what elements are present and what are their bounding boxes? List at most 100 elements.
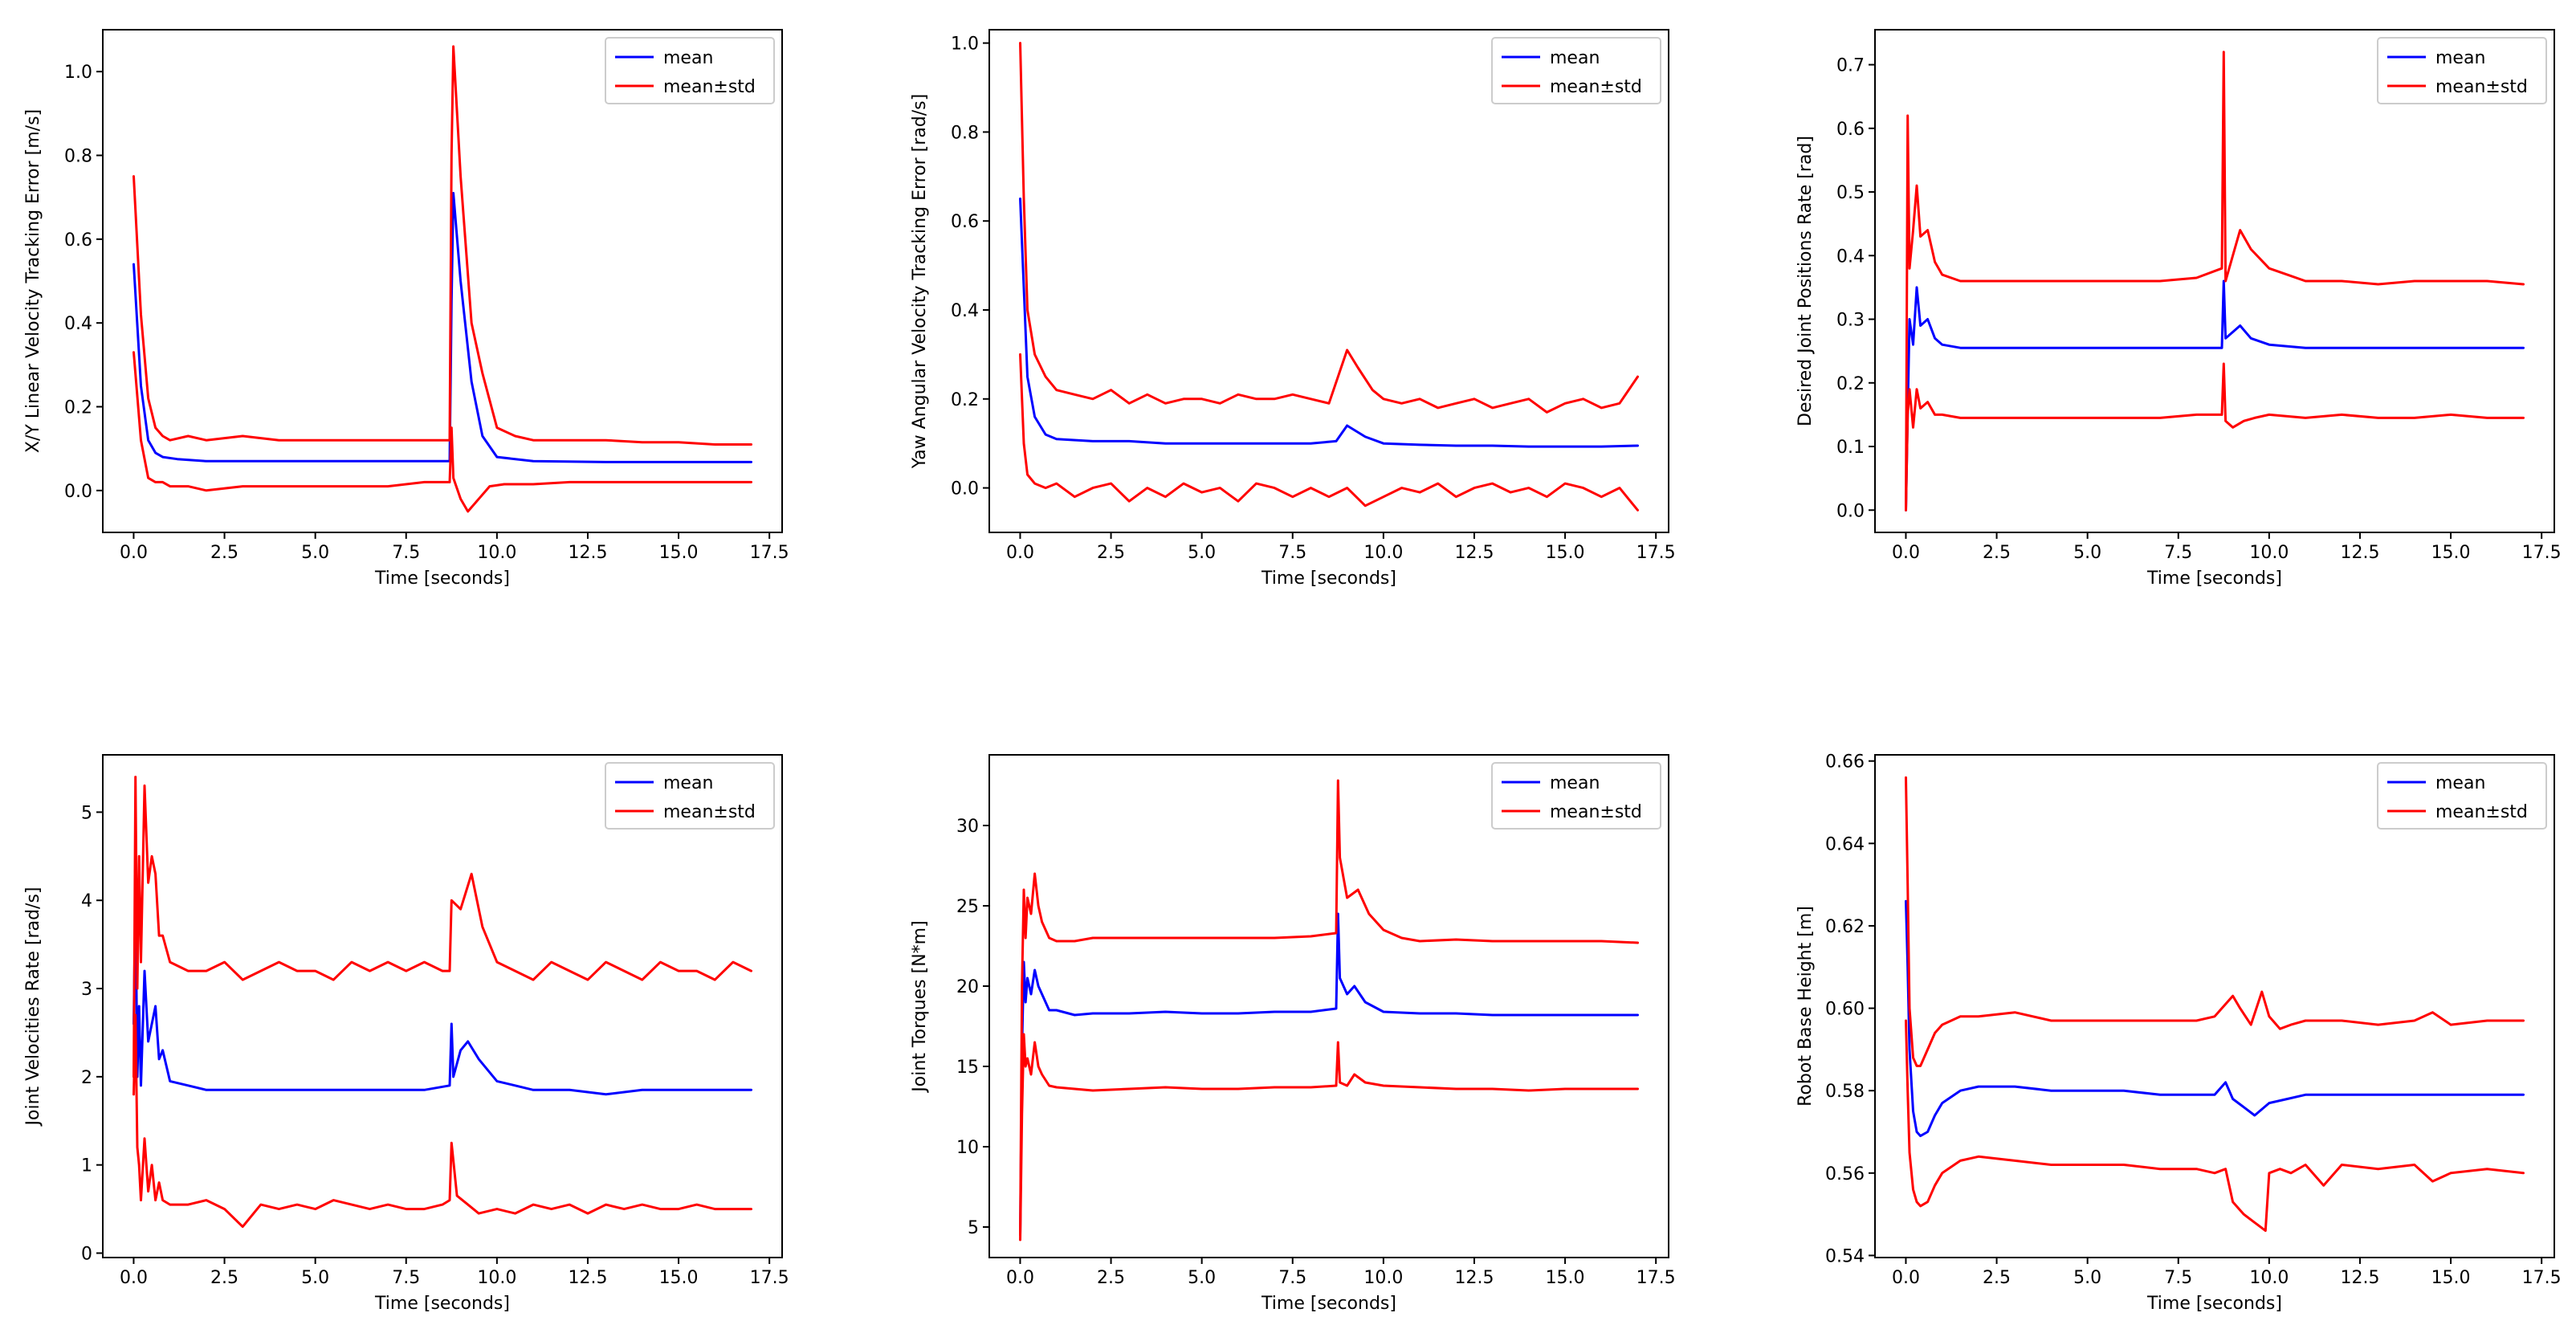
y-tick-label: 0.2 xyxy=(1836,374,1865,394)
x-tick-label: 12.5 xyxy=(2340,1268,2379,1288)
y-tick-label: 15 xyxy=(956,1058,979,1078)
y-tick-label: 0.6 xyxy=(1836,120,1865,140)
legend: mean mean±std xyxy=(2377,762,2547,830)
series-line-mean-std xyxy=(1019,779,1639,1237)
series-line-mean-std xyxy=(1019,1033,1639,1241)
y-tick-label: 0.56 xyxy=(1825,1164,1865,1184)
chart-panel-3: 0.0 2.5 5.0 7.5 10.0 12.5 15.0 17.5 0 1 2 3 4 5 Time [… xyxy=(23,754,789,1314)
x-tick-label: 10.0 xyxy=(477,543,516,563)
y-tick-label: 25 xyxy=(956,897,979,917)
series-line-mean-std xyxy=(1905,1019,2525,1233)
chart-panel-0: 0.0 2.5 5.0 7.5 10.0 12.5 15.0 17.5 0.0 0.2 0.4 0.6… xyxy=(23,29,789,589)
legend-label: mean xyxy=(663,48,713,68)
y-tick-label: 0.6 xyxy=(951,212,979,232)
chart-panel-4: 0.0 2.5 5.0 7.5 10.0 12.5 15.0 17.5 5 10 15 20 25 30 T… xyxy=(910,754,1676,1314)
legend: mean mean±std xyxy=(605,762,775,830)
axes-frame xyxy=(102,29,783,533)
x-tick-label: 0.0 xyxy=(120,1268,148,1288)
y-tick-label: 0.62 xyxy=(1825,917,1865,937)
x-tick-label: 17.5 xyxy=(750,1268,789,1288)
x-axis-label: Time [seconds] xyxy=(2146,569,2282,589)
legend: mean mean±std xyxy=(1491,762,1661,830)
y-tick-label: 2 xyxy=(81,1068,92,1088)
series-group xyxy=(1019,42,1639,512)
series-line-mean-std xyxy=(1905,51,2525,512)
series-line-mean xyxy=(132,890,752,1096)
legend-label: mean xyxy=(2435,48,2485,68)
series-group xyxy=(1019,779,1639,1241)
y-tick-label: 0.0 xyxy=(64,482,92,502)
y-tick-label: 1.0 xyxy=(951,35,979,55)
y-axis-label: Yaw Angular Velocity Tracking Error [rad… xyxy=(910,94,930,469)
legend-label: mean±std xyxy=(663,802,756,822)
y-tick-label: 0.8 xyxy=(951,123,979,143)
y-tick-label: 0.54 xyxy=(1825,1246,1865,1266)
x-axis-label: Time [seconds] xyxy=(2146,1294,2282,1314)
y-tick-label: 0.60 xyxy=(1825,1000,1865,1020)
legend-label: mean±std xyxy=(1550,802,1642,822)
y-tick-label: 0.4 xyxy=(64,314,92,334)
legend-label: mean±std xyxy=(2435,802,2528,822)
y-tick-label: 0.2 xyxy=(64,398,92,418)
legend-label: mean xyxy=(2435,773,2485,793)
legend-label: mean±std xyxy=(1550,77,1642,97)
x-tick-label: 17.5 xyxy=(2522,543,2562,563)
y-axis-label: Robot Base Height [m] xyxy=(1795,906,1816,1107)
y-tick-label: 5 xyxy=(81,803,92,823)
x-tick-label: 7.5 xyxy=(1278,1268,1306,1288)
x-axis-label: Time [seconds] xyxy=(374,569,510,589)
x-tick-label: 12.5 xyxy=(1454,1268,1494,1288)
x-tick-label: 5.0 xyxy=(1188,1268,1216,1288)
y-tick-label: 3 xyxy=(81,980,92,1000)
y-tick-label: 4 xyxy=(81,891,92,911)
y-tick-label: 1.0 xyxy=(64,63,92,83)
chart-panel-2: 0.0 2.5 5.0 7.5 10.0 12.5 15.0 17.5 0.0 0.1 0.2 0.3… xyxy=(1795,29,2562,589)
y-tick-label: 0 xyxy=(81,1245,92,1265)
x-tick-label: 17.5 xyxy=(2522,1268,2562,1288)
x-tick-label: 15.0 xyxy=(1546,543,1585,563)
series-line-mean xyxy=(1905,279,2525,512)
x-tick-label: 5.0 xyxy=(1188,543,1216,563)
y-tick-label: 0.1 xyxy=(1836,438,1865,458)
y-tick-label: 0.0 xyxy=(951,479,979,499)
x-tick-label: 10.0 xyxy=(477,1268,516,1288)
x-tick-label: 5.0 xyxy=(301,543,329,563)
y-tick-label: 30 xyxy=(956,817,979,837)
x-tick-label: 12.5 xyxy=(568,1268,607,1288)
x-tick-label: 17.5 xyxy=(1636,1268,1676,1288)
series-line-mean xyxy=(1905,899,2525,1138)
y-tick-label: 0.6 xyxy=(64,230,92,251)
series-line-mean-std xyxy=(1019,42,1639,414)
y-tick-label: 0.5 xyxy=(1836,183,1865,203)
x-tick-label: 2.5 xyxy=(210,1268,238,1288)
legend-label: mean±std xyxy=(663,77,756,97)
legend-label: mean xyxy=(1550,48,1600,68)
y-tick-label: 0.66 xyxy=(1825,752,1865,773)
x-tick-label: 10.0 xyxy=(1363,543,1403,563)
legend: mean mean±std xyxy=(605,37,775,104)
y-tick-label: 0.58 xyxy=(1825,1082,1865,1102)
x-tick-label: 2.5 xyxy=(1097,1268,1125,1288)
legend-label: mean±std xyxy=(2435,77,2528,97)
y-axis-label: Joint Torques [N*m] xyxy=(910,920,930,1093)
series-group xyxy=(132,776,752,1229)
y-tick-label: 1 xyxy=(81,1156,92,1176)
series-line-mean-std xyxy=(1019,353,1639,512)
axes-frame xyxy=(988,754,1669,1258)
x-tick-label: 15.0 xyxy=(659,543,699,563)
y-axis-label: Desired Joint Positions Rate [rad] xyxy=(1795,136,1816,426)
x-tick-label: 10.0 xyxy=(2249,1268,2289,1288)
x-tick-label: 12.5 xyxy=(568,543,607,563)
series-group xyxy=(132,45,752,513)
x-tick-label: 15.0 xyxy=(2431,1268,2471,1288)
y-tick-label: 20 xyxy=(956,977,979,997)
legend: mean mean±std xyxy=(2377,37,2547,104)
axes-frame xyxy=(1874,29,2555,533)
x-axis-label: Time [seconds] xyxy=(1261,1294,1396,1314)
y-tick-label: 0.2 xyxy=(951,390,979,410)
x-tick-label: 2.5 xyxy=(210,543,238,563)
series-group xyxy=(1905,776,2525,1233)
x-axis-label: Time [seconds] xyxy=(1261,569,1396,589)
x-tick-label: 0.0 xyxy=(1892,543,1920,563)
